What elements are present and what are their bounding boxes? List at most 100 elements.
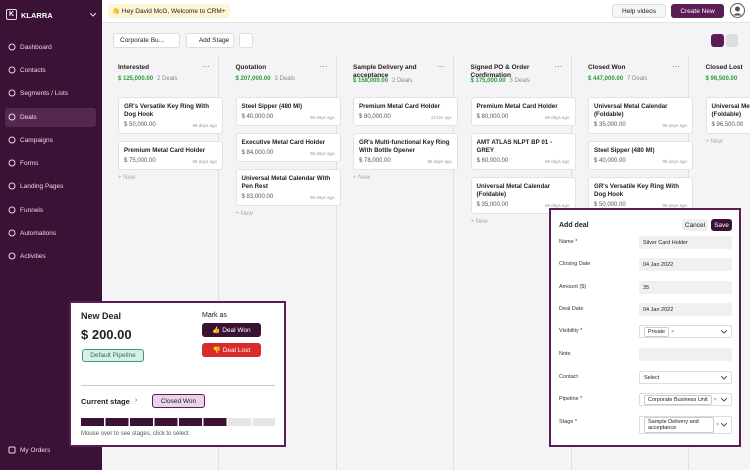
card-title: GR's Versatile Key Ring With Dog Hook [124,103,209,118]
nav-label: Contacts [20,67,46,74]
column-title: Closed Won [588,64,626,71]
field-input[interactable]: Silver Card Holder [639,236,732,249]
column-actions[interactable]: ⋯ [437,62,445,71]
nav-icon [8,136,16,144]
nav-item[interactable]: Campaigns [5,131,96,150]
deal-card[interactable]: GR's Versatile Key Ring With Dog Hook $ 5… [118,97,223,134]
field-label: Note [559,351,571,357]
nav-label: Funnels [20,207,44,214]
nav-label: Segments / Lists [20,90,69,97]
new-deal-link[interactable]: + New [705,139,723,145]
column-amount: $ 96,500.00 [705,76,738,82]
column-meta: $ 207,000.00 3 Deals [236,76,295,82]
field-input[interactable]: Private × [639,325,732,338]
column-actions[interactable]: ⋯ [672,62,680,71]
card-amount: $ 40,000.00 [594,158,626,164]
nav-item[interactable]: My Orders [5,441,96,460]
deal-count: 2 Deals [392,78,413,84]
nav-item[interactable]: Dashboard [5,38,96,57]
column-title: Interested [118,64,150,71]
field-input[interactable]: 04 Jan 2022 [639,258,732,271]
new-deal-link[interactable]: + New [118,175,136,181]
deal-card[interactable]: AMT ATLAS NLPT BP 01 - GREY $ 60,000.00 98… [470,133,576,170]
deal-card[interactable]: Premium Metal Card Holder $ 75,000.00 98 d… [118,141,223,170]
nav-item[interactable]: Deals [5,108,96,127]
pipeline-select[interactable]: Corporate Bu... [113,33,180,48]
column: Closed Won $ 447,000.00 7 Deals ⋯ Universal … [572,56,693,470]
collapse-icon[interactable] [90,13,96,17]
column-title: Closed Lost [705,64,743,71]
column-actions[interactable]: ⋯ [319,62,328,71]
deal-card[interactable]: Premium Metal Card Holder $ 80,000.00 13 h… [353,97,458,126]
deal-card[interactable]: Premium Metal Card Holder $ 80,000.00 98 d… [470,97,576,126]
nav-icon [8,43,16,51]
card-title: Steel Sipper (480 Ml) [594,147,655,154]
card-amount: $ 80,000.00 [476,114,509,120]
field-label: Pipeline * [559,396,583,402]
chip-remove[interactable]: × [713,396,717,403]
dropdown-icon [721,397,727,402]
column-actions[interactable]: ⋯ [554,62,563,71]
deal-card[interactable]: Universal Metal Calendar With Pen Rest $ … [235,169,341,206]
avatar[interactable] [730,3,745,18]
save-button[interactable]: Save [711,219,732,231]
nav-item[interactable]: Contacts [5,61,96,80]
field-input[interactable]: Select [639,371,732,384]
deal-card[interactable]: Universal Metal Calendar (Foldable) $ 35,… [588,97,693,134]
field-input[interactable]: 35 [639,281,732,294]
list-view[interactable] [726,34,738,47]
nav-item[interactable]: Landing Pages [5,177,96,196]
new-deal-link[interactable]: + New [470,219,488,225]
field-input[interactable]: Sample Delivery and acceptance × [639,416,732,434]
new-deal-popup: New Deal $ 200.00 Default Pipeline Mark … [69,301,286,447]
column: Interested $ 125,000.00 2 Deals ⋯ GR's Versa… [102,56,223,470]
deal-card[interactable]: Steel Sipper (480 Ml) $ 40,000.00 98 days … [588,141,693,170]
deal-lost-button[interactable]: 👎 Deal Lost [202,343,261,357]
add-stage-button[interactable]: Add Stage [186,33,234,48]
field-input[interactable]: Corporate Business Unit × [639,393,732,406]
nav-label: Forms [20,160,39,167]
card-amount: $ 80,000.00 [359,114,391,120]
deal-count: 3 Deals [274,76,295,82]
cancel-label: Cancel [684,221,706,229]
nav-item[interactable]: Segments / Lists [5,84,96,103]
deal-card[interactable]: GR's Multi-functional Key Ring With Bott… [353,133,458,170]
create-button[interactable]: Create New [671,4,724,18]
deal-card[interactable]: Universal Metal Calendar (Foldable) $ 35,… [470,177,576,214]
column-actions[interactable]: ⋯ [202,62,210,71]
column-amount: $ 207,000.00 [235,76,271,82]
chip-remove[interactable]: × [716,422,720,428]
card-title: Universal Metal Calendar (Foldable) [711,103,750,118]
deal-card[interactable]: Steel Sipper (480 Ml) $ 40,000.00 98 days … [235,97,341,126]
nav-item[interactable]: Forms [5,154,96,173]
card-amount: $ 50,000.00 [124,122,156,128]
cancel-button[interactable]: Cancel [682,219,708,231]
nav-item[interactable]: Funnels [5,201,96,220]
stage-badge-label: Closed Won [160,397,197,405]
kanban-view[interactable] [711,34,724,47]
deal-card[interactable]: Universal Metal Calendar (Foldable) $ 96,… [705,97,750,134]
nav-item[interactable]: Automations [5,224,96,243]
card-time: 98 days ago [544,159,570,164]
card-amount: $ 78,000.00 [359,158,391,164]
field-input[interactable]: 04 Jan 2022 [639,303,732,316]
help-button[interactable]: Help videos [612,4,666,18]
stage-progress[interactable] [81,418,275,426]
nav-label: Landing Pages [20,183,64,190]
new-deal-link[interactable]: + New [353,175,371,181]
stage-badge[interactable]: Closed Won [152,394,205,408]
nav-item[interactable]: Activities [5,247,96,266]
deal-card[interactable]: GR's Versatile Key Ring With Dog Hook $ 5… [588,177,693,214]
field-input[interactable] [639,348,732,361]
new-deal-link[interactable]: + New [235,211,253,217]
deal-lost-label: 👎 Deal Lost [212,347,251,354]
dropdown-icon [721,375,727,380]
pipeline-badge: Default Pipeline [82,349,144,362]
share-button[interactable] [239,33,253,48]
deal-card[interactable]: Executive Metal Card Holder $ 84,000.00 98… [235,133,341,162]
chip-remove[interactable]: × [671,328,675,335]
deal-won-button[interactable]: 👍 Deal Won [202,323,261,337]
card-time: 98 days ago [309,195,335,200]
nav-label: Dashboard [20,44,52,51]
